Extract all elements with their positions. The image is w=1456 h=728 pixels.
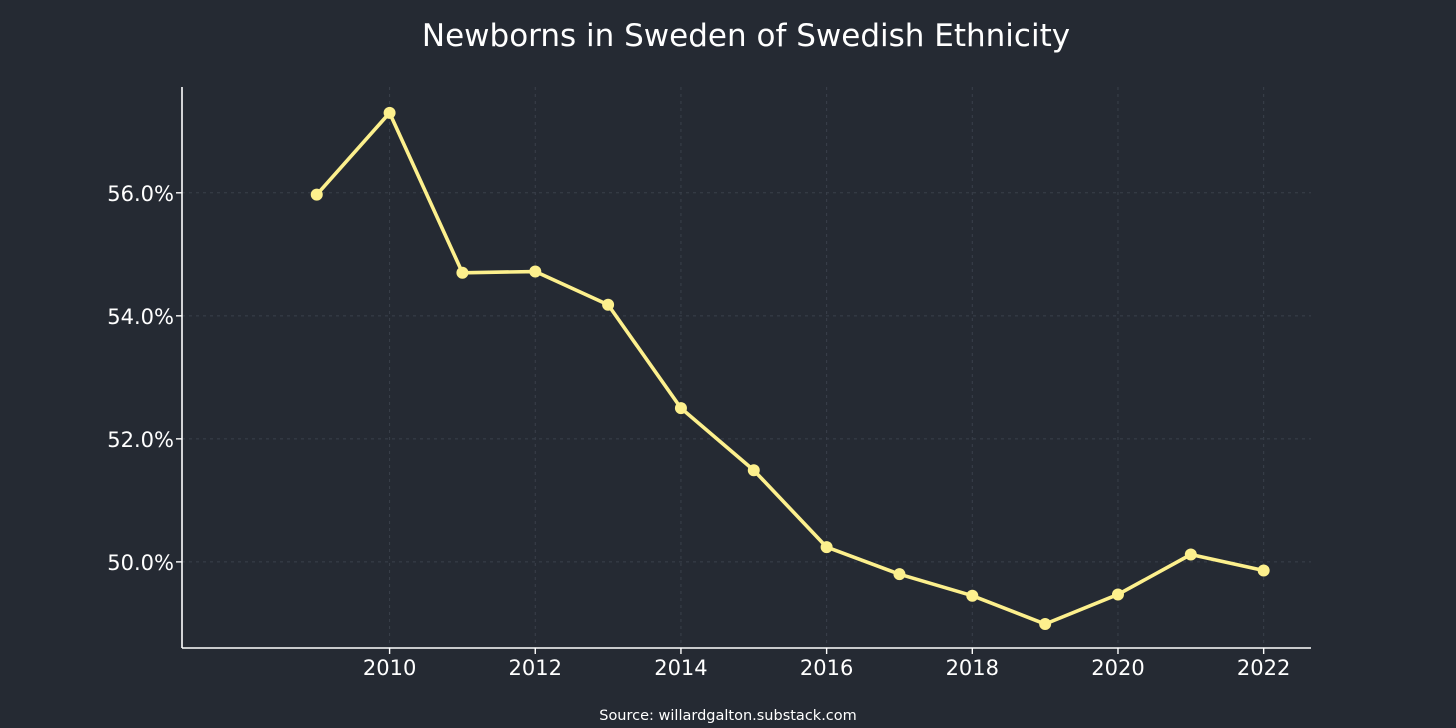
data-point [966, 589, 979, 602]
source-caption: Source: willardgalton.substack.com [599, 708, 857, 724]
data-point [674, 402, 687, 415]
data-point [1111, 588, 1124, 601]
series-line [314, 111, 1266, 626]
chart-title: Newborns in Sweden of Swedish Ethnicity [422, 18, 1070, 54]
data-point [602, 298, 615, 311]
axes-layer [181, 87, 1311, 649]
data-point [1039, 618, 1052, 631]
x-tick-label: 2012 [509, 656, 562, 680]
y-tick-label: 54.0% [107, 305, 174, 329]
data-point [747, 464, 760, 477]
data-point [456, 266, 469, 279]
y-tick-label: 50.0% [107, 551, 174, 575]
x-tick-label: 2020 [1091, 656, 1144, 680]
data-point [529, 265, 542, 278]
x-tick-label: 2010 [363, 656, 416, 680]
y-tick-label: 52.0% [107, 428, 174, 452]
data-point [1257, 564, 1270, 577]
grid-layer [182, 87, 1311, 648]
series-layer [310, 106, 1270, 631]
ticks-layer: 50.0% 52.0% 54.0% 56.0% 2010 2012 2014 2016 2018… [107, 182, 1290, 680]
y-tick-label: 56.0% [107, 182, 174, 206]
data-point [383, 106, 396, 119]
x-tick-label: 2014 [654, 656, 707, 680]
data-point [893, 568, 906, 581]
x-tick-label: 2018 [946, 656, 999, 680]
x-tick-label: 2016 [800, 656, 853, 680]
data-point [310, 188, 323, 201]
data-point [1184, 548, 1197, 561]
data-point [820, 541, 833, 554]
x-tick-label: 2022 [1237, 656, 1290, 680]
